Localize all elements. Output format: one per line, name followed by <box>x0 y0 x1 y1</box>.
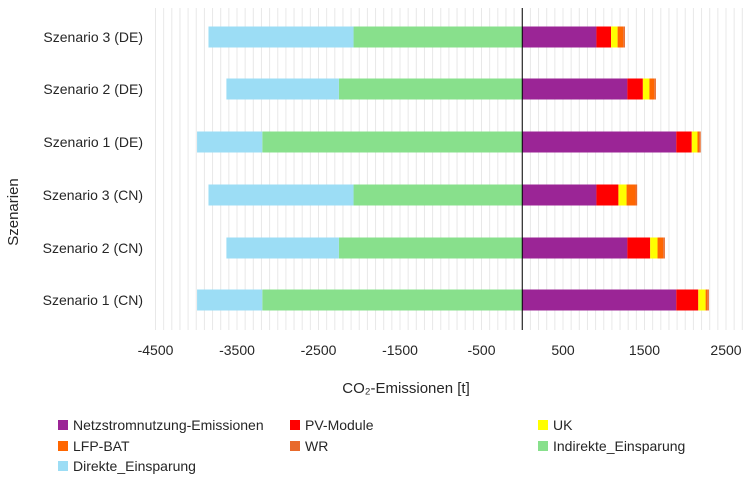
bar-segment <box>522 26 597 48</box>
category-label: Szenario 1 (CN) <box>43 292 143 308</box>
legend-swatch <box>290 441 300 451</box>
legend-label: PV-Module <box>305 417 374 433</box>
bar-segment <box>353 26 523 48</box>
legend-item: Netzstromnutzung-Emissionen <box>58 417 264 433</box>
bar-segment <box>654 78 656 100</box>
legend-item: LFP-BAT <box>58 438 130 454</box>
bar-segment <box>353 184 523 206</box>
legend-label: LFP-BAT <box>73 438 130 454</box>
legend-swatch <box>538 420 548 430</box>
bar-segment <box>650 237 658 259</box>
bar-segment <box>208 26 354 48</box>
bar-segment <box>338 237 523 259</box>
bar-segment <box>627 78 643 100</box>
bar-segment <box>611 26 618 48</box>
x-tick-label: -500 <box>467 342 495 358</box>
category-label: Szenario 2 (DE) <box>43 81 143 97</box>
x-tick-label: -1500 <box>382 342 418 358</box>
bar-segment <box>642 78 650 100</box>
legend-label: UK <box>553 417 573 433</box>
legend-swatch <box>58 420 68 430</box>
bars <box>197 26 709 311</box>
bar-segment <box>663 237 665 259</box>
legend-item: PV-Module <box>290 417 373 433</box>
x-tick-label: 500 <box>551 342 575 358</box>
gridlines <box>155 8 743 330</box>
bar-segment <box>627 237 651 259</box>
bar-segment <box>208 184 354 206</box>
x-tick-label: 2500 <box>710 342 741 358</box>
bar-segment <box>699 131 701 153</box>
bar-segment <box>617 26 624 48</box>
bar-segment <box>626 184 636 206</box>
bar-segment <box>596 184 619 206</box>
bar-segment <box>676 289 699 311</box>
x-tick-label: -2500 <box>301 342 337 358</box>
legend-label: Netzstromnutzung-Emissionen <box>73 417 264 433</box>
legend-item: Direkte_Einsparung <box>58 458 196 474</box>
legend-swatch <box>290 420 300 430</box>
category-label: Szenario 3 (CN) <box>43 187 143 203</box>
bar-segment <box>226 78 339 100</box>
legend: Netzstromnutzung-Emissionen PV-Module UK LF… <box>58 417 738 477</box>
x-axis-title: CO₂-Emissionen [t] <box>342 380 470 397</box>
bar-segment <box>262 131 523 153</box>
category-label: Szenario 3 (DE) <box>43 29 143 45</box>
legend-label: Direkte_Einsparung <box>73 458 196 474</box>
bar-segment <box>522 131 677 153</box>
legend-swatch <box>58 461 68 471</box>
legend-label: Indirekte_Einsparung <box>553 438 686 454</box>
bar-segment <box>657 237 664 259</box>
x-tick-label: 1500 <box>629 342 660 358</box>
bar-segment <box>691 131 698 153</box>
legend-swatch <box>58 441 68 451</box>
x-tick-label: -3500 <box>219 342 255 358</box>
bar-segment <box>649 78 655 100</box>
legend-item: WR <box>290 438 328 454</box>
category-label: Szenario 1 (DE) <box>43 134 143 150</box>
bar-segment <box>698 289 706 311</box>
legend-swatch <box>538 441 548 451</box>
bar-segment <box>522 78 628 100</box>
category-labels: Szenario 3 (DE) Szenario 2 (DE) Szenario 1… <box>43 29 143 308</box>
bar-segment <box>338 78 523 100</box>
bar-segment <box>596 26 612 48</box>
bar-segment <box>522 184 597 206</box>
bar-segment <box>618 184 627 206</box>
y-axis-title: Szenarien <box>5 178 22 246</box>
bar-segment <box>635 184 638 206</box>
bar-segment <box>697 131 700 153</box>
legend-item: Indirekte_Einsparung <box>538 438 685 454</box>
legend-item: UK <box>538 417 572 433</box>
bar-segment <box>707 289 709 311</box>
legend-label: WR <box>305 438 329 454</box>
bar-segment <box>522 237 628 259</box>
bar-segment <box>623 26 625 48</box>
x-tick-labels: -4500 -3500 -2500 -1500 -500 500 1500 2500 <box>138 342 742 358</box>
bar-segment <box>197 289 263 311</box>
x-tick-label: -4500 <box>138 342 174 358</box>
category-label: Szenario 2 (CN) <box>43 240 143 256</box>
bar-segment <box>262 289 523 311</box>
bar-segment <box>197 131 263 153</box>
bar-segment <box>226 237 339 259</box>
bar-segment <box>522 289 677 311</box>
bar-segment <box>705 289 708 311</box>
bar-segment <box>676 131 692 153</box>
